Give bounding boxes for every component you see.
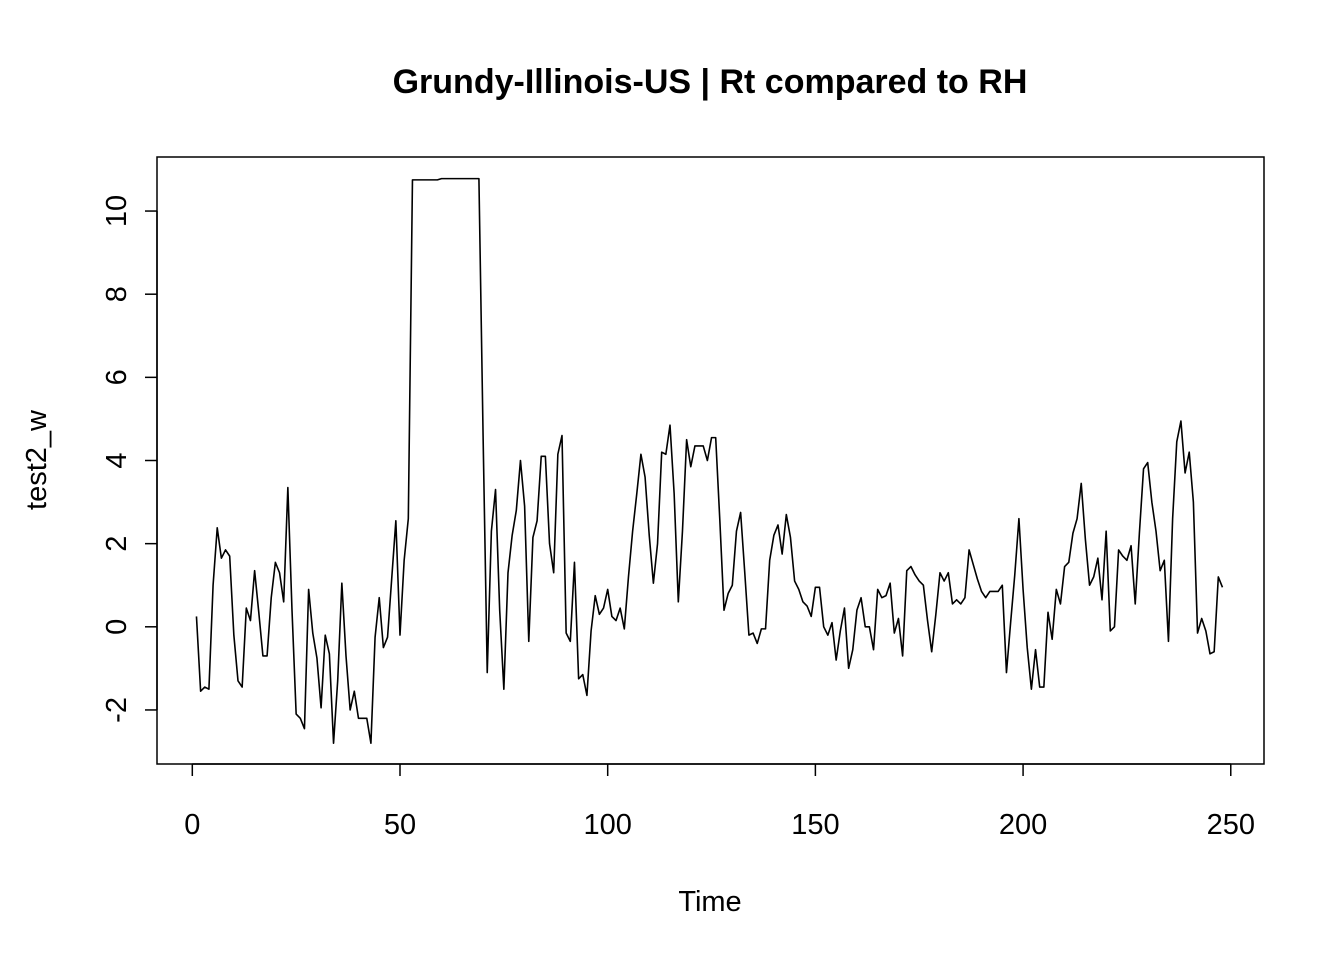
y-tick-label: 8 xyxy=(101,286,133,302)
x-tick-label: 250 xyxy=(1207,809,1255,841)
x-tick-label: 100 xyxy=(583,809,631,841)
x-axis-label: Time xyxy=(678,886,741,918)
x-tick-label: 150 xyxy=(791,809,839,841)
y-axis: -2 0 2 4 6 8 10 xyxy=(101,195,158,723)
y-tick-label: 2 xyxy=(101,536,133,552)
series-line xyxy=(195,177,1224,745)
y-tick-label: 4 xyxy=(101,452,133,468)
y-tick-label: 10 xyxy=(101,195,133,227)
y-axis-label: test2_w xyxy=(21,409,53,510)
chart-title: Grundy-Illinois-US | Rt compared to RH xyxy=(393,63,1028,101)
y-tick-label: 6 xyxy=(101,369,133,385)
x-axis: 0 50 100 150 200 250 xyxy=(184,763,1255,841)
y-tick-label: 0 xyxy=(101,619,133,635)
x-tick-label: 0 xyxy=(184,809,200,841)
x-tick-label: 200 xyxy=(999,809,1047,841)
y-tick-label: -2 xyxy=(101,697,133,723)
x-tick-label: 50 xyxy=(384,809,416,841)
